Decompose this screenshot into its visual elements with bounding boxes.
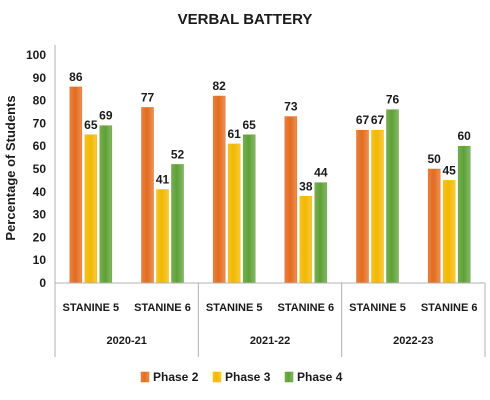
category-label: STANINE 6 (278, 302, 335, 314)
group-label: 2021-22 (250, 335, 290, 347)
y-tick-label: 40 (33, 185, 47, 199)
y-tick-label: 100 (26, 48, 46, 62)
bar-phase-2 (141, 107, 154, 284)
y-tick-label: 60 (33, 139, 47, 153)
bar-phase-3 (299, 196, 313, 284)
legend-swatch-phase-4 (284, 371, 294, 383)
data-label: 69 (99, 109, 113, 123)
data-label: 41 (156, 173, 170, 187)
data-label: 86 (69, 70, 83, 84)
legend-swatch-phase-3 (212, 371, 222, 383)
bar-phase-3 (156, 189, 169, 284)
category-label: STANINE 6 (134, 302, 191, 314)
bar-phase-3 (442, 180, 456, 284)
data-label: 38 (299, 179, 313, 193)
data-label: 50 (427, 152, 441, 166)
bar-phase-4 (242, 134, 256, 284)
y-axis-label: Percentage of Students (3, 95, 18, 240)
y-tick-label: 10 (33, 253, 47, 267)
data-label: 60 (457, 129, 471, 143)
bar-phase-4 (171, 164, 184, 284)
chart-title: VERBAL BATTERY (178, 11, 313, 28)
data-label: 65 (84, 118, 98, 132)
bar-phase-3 (371, 129, 384, 284)
category-label: STANINE 6 (421, 302, 478, 314)
data-label: 76 (386, 93, 400, 107)
y-tick-label: 30 (33, 208, 47, 222)
data-label: 45 (442, 163, 456, 177)
y-tick-label: 70 (33, 116, 47, 130)
data-label: 52 (171, 147, 185, 161)
bar-phase-4 (457, 145, 471, 284)
bar-phase-2 (69, 86, 83, 284)
category-label: STANINE 5 (206, 302, 263, 314)
bar-phase-2 (212, 95, 226, 284)
bar-phase-4 (99, 125, 113, 284)
group-label: 2020-21 (106, 335, 146, 347)
y-tick-label: 20 (33, 230, 47, 244)
y-tick-label: 50 (33, 162, 47, 176)
legend-label: Phase 4 (297, 370, 343, 384)
data-label: 67 (371, 113, 385, 127)
y-tick-label: 90 (33, 71, 47, 85)
data-label: 61 (227, 127, 241, 141)
legend-swatch-phase-2 (140, 371, 150, 383)
data-label: 65 (242, 118, 256, 132)
y-tick-label: 80 (33, 94, 47, 108)
bar-phase-2 (427, 168, 441, 284)
data-label: 77 (141, 90, 155, 104)
data-label: 44 (314, 166, 328, 180)
y-tick-label: 0 (39, 276, 46, 290)
data-label: 82 (212, 79, 226, 93)
bar-phase-2 (284, 116, 298, 284)
legend-label: Phase 3 (225, 370, 271, 384)
group-label: 2022-23 (393, 335, 433, 347)
legend-label: Phase 2 (153, 370, 199, 384)
category-label: STANINE 5 (63, 302, 120, 314)
bar-phase-3 (84, 134, 98, 284)
bar-phase-4 (314, 182, 328, 284)
bar-phase-2 (356, 129, 369, 284)
bar-phase-4 (386, 109, 399, 284)
data-label: 73 (284, 100, 298, 114)
legend: Phase 2 Phase 3 Phase 4 (140, 370, 343, 384)
data-label: 67 (356, 113, 370, 127)
category-label: STANINE 5 (349, 302, 406, 314)
bar-phase-3 (227, 143, 241, 284)
